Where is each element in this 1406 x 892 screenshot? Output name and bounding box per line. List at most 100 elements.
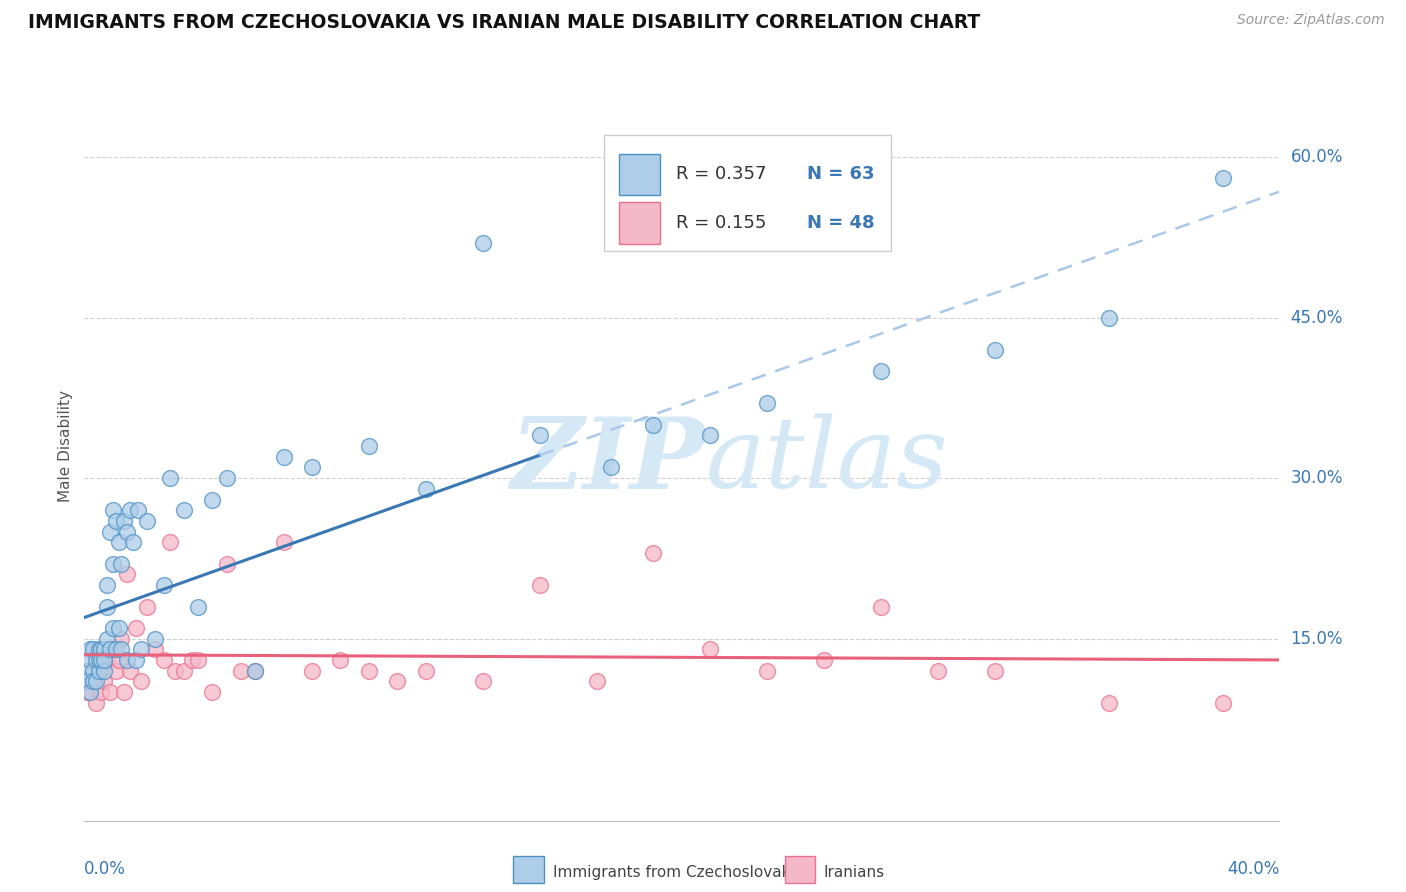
Point bbox=[104, 664, 127, 678]
Point bbox=[229, 664, 252, 678]
Point bbox=[112, 685, 135, 699]
Point bbox=[159, 471, 181, 485]
Text: R = 0.357: R = 0.357 bbox=[676, 165, 766, 183]
Point bbox=[471, 674, 494, 689]
Point bbox=[136, 599, 159, 614]
Point bbox=[387, 674, 409, 689]
Point bbox=[115, 653, 138, 667]
Point bbox=[84, 696, 107, 710]
Point bbox=[124, 621, 146, 635]
Point bbox=[1098, 696, 1121, 710]
Point bbox=[215, 471, 238, 485]
Point bbox=[301, 460, 323, 475]
Point bbox=[329, 653, 352, 667]
Point bbox=[813, 653, 835, 667]
Point bbox=[136, 514, 159, 528]
Point bbox=[181, 653, 204, 667]
Point bbox=[110, 642, 132, 657]
Point bbox=[93, 642, 115, 657]
Point bbox=[243, 664, 266, 678]
Point bbox=[215, 557, 238, 571]
Point bbox=[82, 674, 104, 689]
Point bbox=[79, 685, 101, 699]
Point bbox=[90, 685, 112, 699]
Text: ZIP: ZIP bbox=[510, 413, 706, 509]
Point bbox=[93, 674, 115, 689]
Point bbox=[699, 642, 721, 657]
Point bbox=[90, 653, 112, 667]
Point bbox=[529, 578, 551, 592]
Point bbox=[129, 674, 152, 689]
Point bbox=[90, 642, 112, 657]
Point bbox=[129, 642, 152, 657]
Text: 30.0%: 30.0% bbox=[1291, 469, 1343, 487]
Text: 60.0%: 60.0% bbox=[1291, 148, 1343, 166]
Point bbox=[159, 535, 181, 549]
Point bbox=[79, 653, 101, 667]
Point bbox=[118, 503, 141, 517]
Point bbox=[101, 621, 124, 635]
Point bbox=[187, 599, 209, 614]
Point bbox=[643, 546, 665, 560]
Point bbox=[104, 642, 127, 657]
Point bbox=[110, 632, 132, 646]
Point bbox=[118, 664, 141, 678]
Point bbox=[98, 524, 121, 539]
Point bbox=[84, 674, 107, 689]
Point bbox=[273, 535, 295, 549]
Text: IMMIGRANTS FROM CZECHOSLOVAKIA VS IRANIAN MALE DISABILITY CORRELATION CHART: IMMIGRANTS FROM CZECHOSLOVAKIA VS IRANIA… bbox=[28, 13, 980, 32]
Point bbox=[110, 557, 132, 571]
Point bbox=[107, 535, 129, 549]
Point bbox=[243, 664, 266, 678]
Point bbox=[699, 428, 721, 442]
Text: atlas: atlas bbox=[706, 413, 949, 508]
FancyBboxPatch shape bbox=[619, 202, 661, 244]
Point bbox=[357, 439, 380, 453]
Point bbox=[273, 450, 295, 464]
Point bbox=[112, 514, 135, 528]
Point bbox=[101, 642, 124, 657]
Point bbox=[79, 642, 101, 657]
Point bbox=[101, 503, 124, 517]
Point bbox=[145, 642, 167, 657]
Point bbox=[124, 653, 146, 667]
Point bbox=[87, 642, 110, 657]
Point bbox=[87, 664, 110, 678]
Point bbox=[79, 685, 101, 699]
Point bbox=[121, 535, 143, 549]
Point bbox=[870, 599, 893, 614]
Text: Iranians: Iranians bbox=[824, 865, 884, 880]
Point bbox=[201, 685, 224, 699]
Point bbox=[115, 524, 138, 539]
Point bbox=[96, 578, 118, 592]
Point bbox=[870, 364, 893, 378]
Point bbox=[357, 664, 380, 678]
Point bbox=[82, 642, 104, 657]
Point bbox=[82, 664, 104, 678]
Point bbox=[93, 664, 115, 678]
Point bbox=[1098, 310, 1121, 325]
Point bbox=[599, 460, 621, 475]
Point bbox=[76, 664, 98, 678]
Point bbox=[145, 632, 167, 646]
FancyBboxPatch shape bbox=[605, 135, 891, 252]
Point bbox=[153, 653, 176, 667]
Point bbox=[87, 653, 110, 667]
Text: 0.0%: 0.0% bbox=[84, 860, 127, 878]
Point bbox=[201, 492, 224, 507]
FancyBboxPatch shape bbox=[619, 153, 661, 195]
Point bbox=[173, 503, 195, 517]
Text: N = 48: N = 48 bbox=[807, 214, 875, 233]
Point bbox=[927, 664, 949, 678]
Point bbox=[96, 653, 118, 667]
Point bbox=[101, 557, 124, 571]
Point bbox=[93, 653, 115, 667]
Point bbox=[98, 685, 121, 699]
Point bbox=[87, 664, 110, 678]
Point bbox=[107, 653, 129, 667]
Y-axis label: Male Disability: Male Disability bbox=[58, 390, 73, 502]
Point bbox=[1212, 171, 1234, 186]
Point bbox=[98, 642, 121, 657]
Text: 40.0%: 40.0% bbox=[1227, 860, 1279, 878]
Point bbox=[415, 664, 437, 678]
